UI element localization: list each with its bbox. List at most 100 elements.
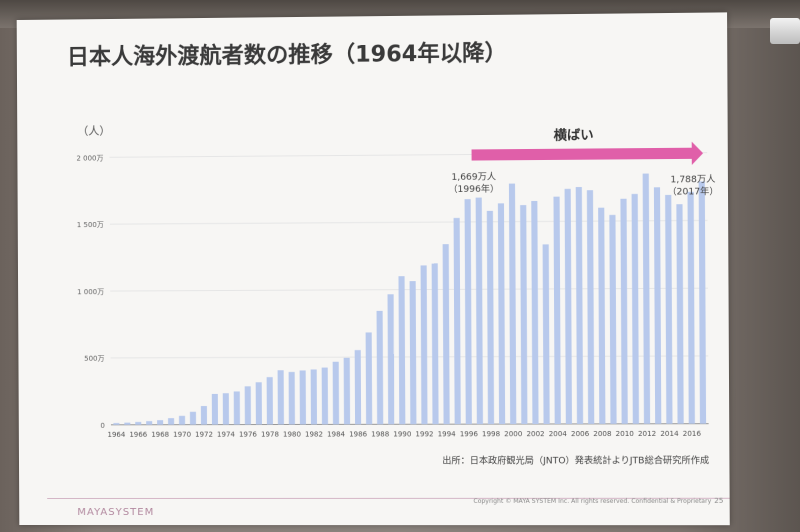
- x-tick-label: 1988: [371, 430, 389, 438]
- bar-1985: [344, 358, 350, 425]
- bar-1987: [366, 332, 373, 424]
- bar-1965: [124, 423, 130, 425]
- x-tick-label: 1976: [239, 431, 257, 439]
- bar-1983: [322, 368, 328, 425]
- bar-1976: [245, 386, 251, 424]
- bar-2016: [688, 192, 695, 424]
- x-tick-label: 1964: [107, 431, 125, 439]
- bar-1997: [476, 198, 483, 425]
- x-tick-label: 2014: [660, 430, 679, 438]
- x-tick-label: 2016: [683, 430, 701, 438]
- bar-1986: [355, 350, 361, 424]
- bar-2001: [520, 205, 527, 424]
- bar-1995: [454, 218, 461, 424]
- bar-2008: [598, 208, 605, 424]
- bar-2017: [699, 181, 706, 423]
- x-tick-label: 1970: [173, 431, 191, 439]
- x-tick-label: 1972: [195, 431, 213, 439]
- gridline: [110, 220, 708, 224]
- company-logo: MAYASYSTEM: [77, 507, 154, 518]
- y-tick-label: 1 000万: [77, 288, 104, 296]
- x-tick-label: 2008: [593, 430, 611, 438]
- bar-2003: [543, 244, 550, 424]
- trend-arrow-head: [692, 142, 703, 165]
- bar-1994: [443, 244, 450, 424]
- bar-1967: [146, 421, 152, 425]
- bar-chart: 0 500万 1 000万 1 500万 2 000万 1964 1966 1968 1970…: [17, 12, 730, 490]
- bar-2000: [509, 184, 516, 424]
- bar-2006: [576, 187, 583, 424]
- annotation-1996-value: 1,669万人: [451, 171, 496, 182]
- x-tick-label: 2006: [571, 430, 589, 438]
- x-tick-label: 1998: [482, 430, 500, 438]
- bar-1998: [487, 211, 494, 424]
- bar-1999: [498, 203, 505, 424]
- bar-1964: [113, 423, 119, 425]
- x-tick-label: 1974: [217, 431, 236, 439]
- x-tick-label: 2004: [549, 430, 568, 438]
- x-tick-label: 2012: [638, 430, 656, 438]
- bar-1971: [190, 412, 196, 425]
- bar-1991: [410, 281, 417, 424]
- bar-1978: [267, 377, 273, 424]
- bar-2002: [531, 201, 538, 424]
- bar-1977: [256, 382, 262, 424]
- bar-1972: [201, 406, 207, 425]
- x-tick-label: 2000: [504, 430, 522, 438]
- bar-1984: [333, 362, 339, 425]
- bar-2012: [643, 174, 650, 424]
- bar-1973: [212, 394, 218, 425]
- bar-2014: [665, 195, 672, 424]
- bar-1982: [311, 369, 317, 424]
- bar-2013: [654, 187, 661, 424]
- y-unit-label: （人）: [77, 124, 110, 137]
- source-note: 出所：日本政府観光局（JNTO）発表統計よりJTB総合研究所作成: [442, 454, 709, 466]
- bar-2005: [565, 189, 572, 424]
- bar-1980: [289, 372, 295, 425]
- bar-2007: [587, 190, 594, 424]
- copyright-text: Copyright © MAYA SYSTEM Inc. All rights …: [473, 498, 711, 505]
- bar-1974: [223, 393, 229, 424]
- bar-2004: [553, 197, 560, 424]
- x-tick-label: 1968: [151, 431, 169, 439]
- x-tick-label: 1984: [327, 430, 346, 438]
- x-tick-label: 1994: [438, 430, 457, 438]
- bar-2015: [676, 204, 683, 424]
- bar-1996: [465, 199, 472, 424]
- x-tick-label: 1978: [261, 431, 279, 439]
- presentation-slide: 日本人海外渡航者数の推移（1964年以降） 0 500万 1 000万 1 500万 2…: [17, 12, 730, 525]
- x-tick-label: 2010: [616, 430, 634, 438]
- bar-1979: [278, 370, 284, 424]
- bar-1989: [388, 294, 395, 424]
- annotation-1996-year: （1996年）: [448, 183, 499, 195]
- bar-1968: [157, 420, 163, 425]
- annotation-2017-year: （2017年）: [667, 185, 718, 198]
- bar-1993: [432, 263, 439, 424]
- screen-roller: [770, 18, 800, 44]
- x-tick-label: 1980: [283, 430, 301, 438]
- annotation-2017-value: 1,788万人: [670, 174, 715, 185]
- x-tick-label: 1966: [129, 431, 147, 439]
- x-tick-label: 1982: [305, 430, 323, 438]
- x-tick-label: 2002: [526, 430, 544, 438]
- x-tick-label: 1990: [393, 430, 411, 438]
- gridline: [111, 356, 709, 358]
- bar-1992: [421, 265, 428, 424]
- y-tick-label: 2 000万: [76, 154, 103, 162]
- y-tick-label: 500万: [84, 355, 104, 363]
- bar-1981: [300, 370, 306, 424]
- trend-label: 横ばい: [554, 127, 594, 144]
- bar-2010: [620, 199, 627, 424]
- x-tick-label: 1986: [349, 430, 367, 438]
- bar-1970: [179, 416, 185, 425]
- bar-2011: [632, 194, 639, 424]
- trend-arrow-body: [472, 148, 692, 161]
- bar-1969: [168, 418, 174, 425]
- x-tick-label: 1992: [415, 430, 433, 438]
- gridline: [110, 288, 708, 291]
- bar-1975: [234, 391, 240, 424]
- gridline: [111, 424, 709, 425]
- bar-1990: [398, 276, 405, 424]
- bar-1988: [377, 311, 384, 424]
- bar-1966: [135, 422, 141, 425]
